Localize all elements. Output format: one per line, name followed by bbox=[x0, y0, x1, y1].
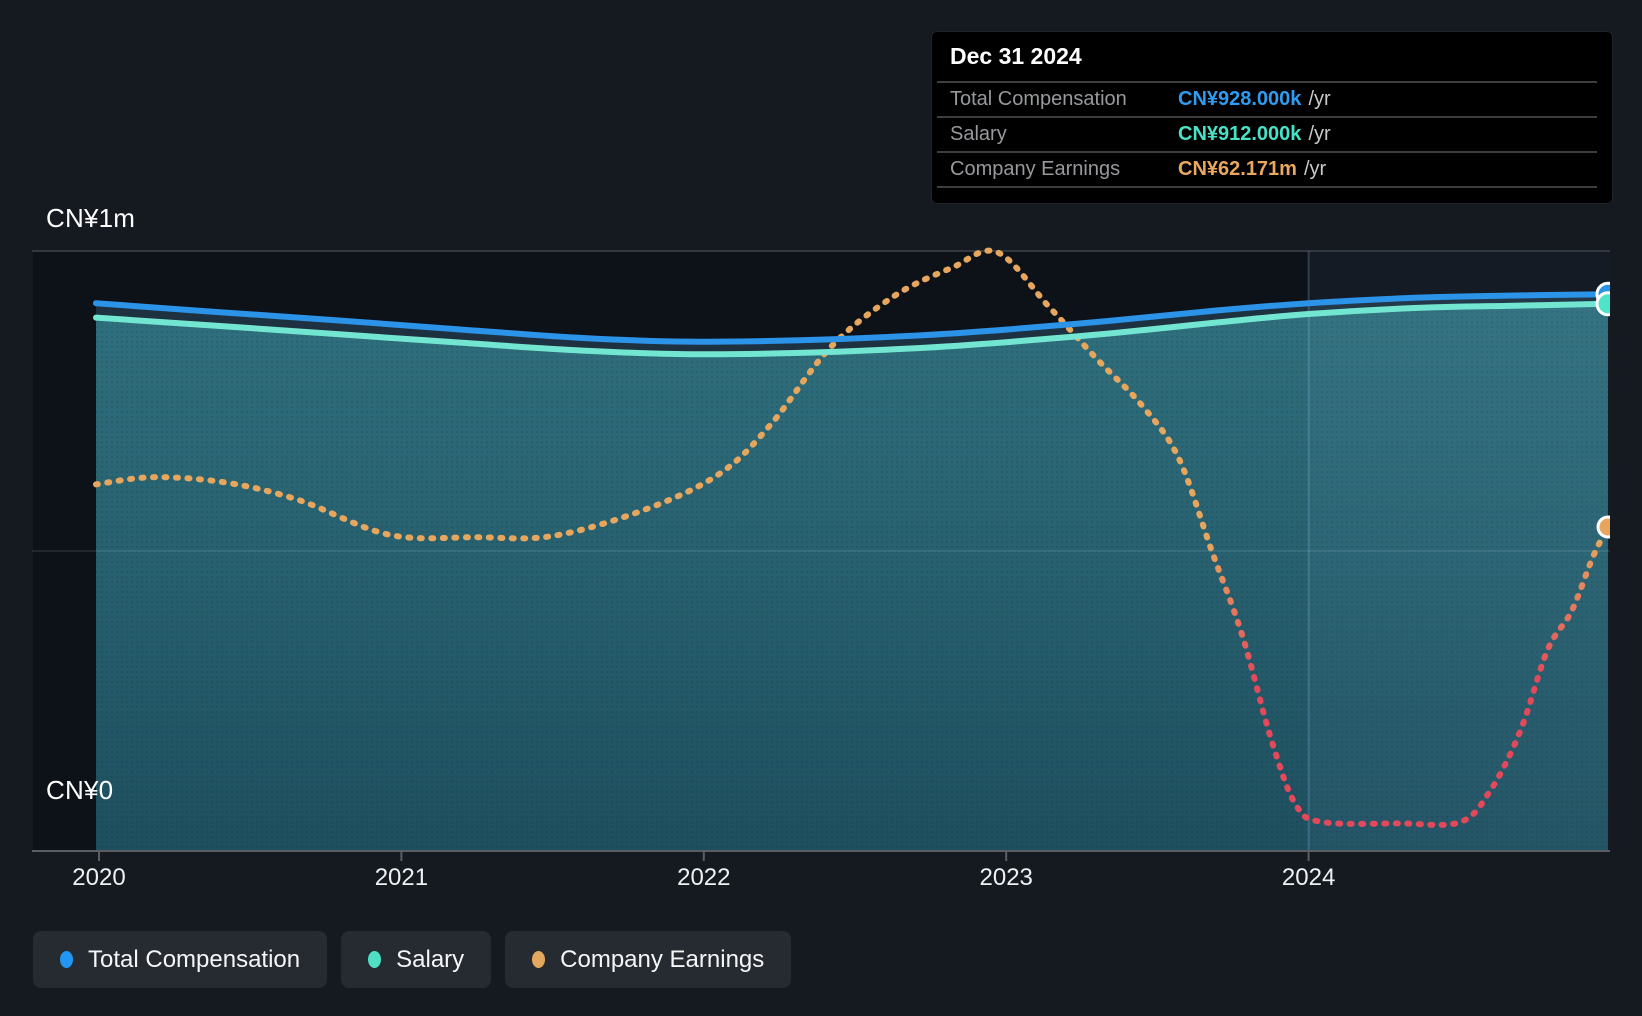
tooltip-unit: /yr bbox=[1308, 123, 1331, 145]
chart-tooltip: Dec 31 2024 Total Compensation CN¥928.00… bbox=[932, 32, 1612, 203]
legend-item-company-earnings[interactable]: Company Earnings bbox=[505, 931, 792, 988]
salary-line bbox=[93, 300, 1610, 358]
chart-legend: Total Compensation Salary Company Earnin… bbox=[33, 931, 792, 988]
hover-highlight-band bbox=[1308, 251, 1610, 851]
legend-item-total-compensation[interactable]: Total Compensation bbox=[33, 931, 328, 988]
y-axis-max-label: CN¥1m bbox=[46, 203, 136, 233]
x-tick-label: 2020 bbox=[72, 864, 126, 891]
endpoint-marker bbox=[1596, 515, 1610, 539]
tooltip-row-company-earnings: Company Earnings CN¥62.171m /yr bbox=[937, 153, 1597, 188]
tooltip-row-total-compensation: Total Compensation CN¥928.000k /yr bbox=[937, 83, 1597, 118]
salary-dot-icon bbox=[368, 951, 382, 968]
salary-area-texture bbox=[96, 303, 1608, 851]
x-tick-label: 2021 bbox=[374, 864, 429, 891]
x-tick-label: 2023 bbox=[979, 864, 1033, 891]
legend-item-salary[interactable]: Salary bbox=[341, 931, 492, 988]
tooltip-value: CN¥912.000k bbox=[1178, 123, 1302, 145]
tooltip-label: Total Compensation bbox=[950, 88, 1127, 110]
x-tick-label: 2024 bbox=[1281, 864, 1336, 891]
legend-label: Salary bbox=[396, 945, 465, 973]
tooltip-unit: /yr bbox=[1303, 158, 1327, 180]
y-axis-min-label: CN¥0 bbox=[46, 775, 114, 805]
tooltip-label: Company Earnings bbox=[950, 158, 1121, 180]
series-endpoint-markers bbox=[1595, 281, 1610, 539]
legend-label: Total Compensation bbox=[88, 945, 301, 973]
tooltip-row-salary: Salary CN¥912.000k /yr bbox=[937, 118, 1597, 153]
company-earnings-dot-icon bbox=[532, 951, 546, 968]
endpoint-marker bbox=[1595, 291, 1610, 317]
company-earnings-line bbox=[93, 247, 1610, 828]
x-axis-ticks bbox=[98, 851, 1310, 861]
tooltip-value: CN¥62.171m bbox=[1178, 158, 1297, 180]
tooltip-date: Dec 31 2024 bbox=[937, 32, 1597, 83]
x-tick-label: 2022 bbox=[677, 864, 731, 891]
legend-label: Company Earnings bbox=[560, 945, 765, 973]
tooltip-label: Salary bbox=[950, 123, 1007, 145]
total-compensation-line bbox=[93, 291, 1610, 345]
total-compensation-dot-icon bbox=[60, 951, 73, 968]
tooltip-unit: /yr bbox=[1308, 88, 1331, 110]
tooltip-value: CN¥928.000k bbox=[1178, 88, 1302, 110]
